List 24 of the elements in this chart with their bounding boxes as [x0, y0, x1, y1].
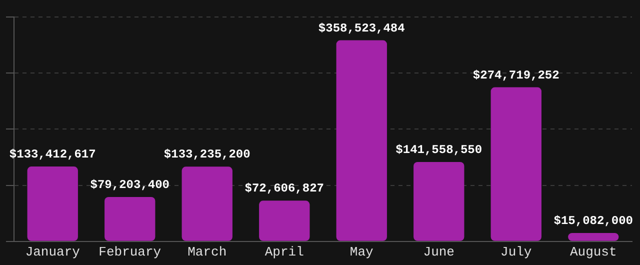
data-label: $72,606,827 [244, 182, 324, 196]
bar [27, 166, 78, 241]
x-tick-label: April [264, 244, 304, 260]
bar [336, 40, 387, 241]
x-tick-label: May [350, 244, 374, 260]
bar [414, 162, 464, 241]
bar [490, 87, 542, 241]
data-label: $133,235,200 [164, 148, 250, 162]
bar [568, 232, 619, 241]
bar [182, 166, 232, 241]
data-label: $133,412,617 [9, 148, 96, 162]
data-label: $79,203,400 [90, 178, 170, 192]
x-tick-label: July [500, 244, 532, 260]
x-tick-label: June [423, 244, 454, 260]
data-label: $358,523,484 [318, 21, 405, 36]
x-tick-label: February [98, 244, 162, 260]
data-label: $141,558,550 [396, 143, 482, 157]
x-tick-label: March [188, 244, 227, 260]
bar [104, 196, 156, 241]
x-tick-label: August [570, 244, 617, 260]
data-label: $274,719,252 [472, 68, 560, 82]
data-label: $15,082,000 [554, 214, 633, 228]
bar [259, 200, 310, 241]
x-tick-label: January [25, 244, 80, 260]
